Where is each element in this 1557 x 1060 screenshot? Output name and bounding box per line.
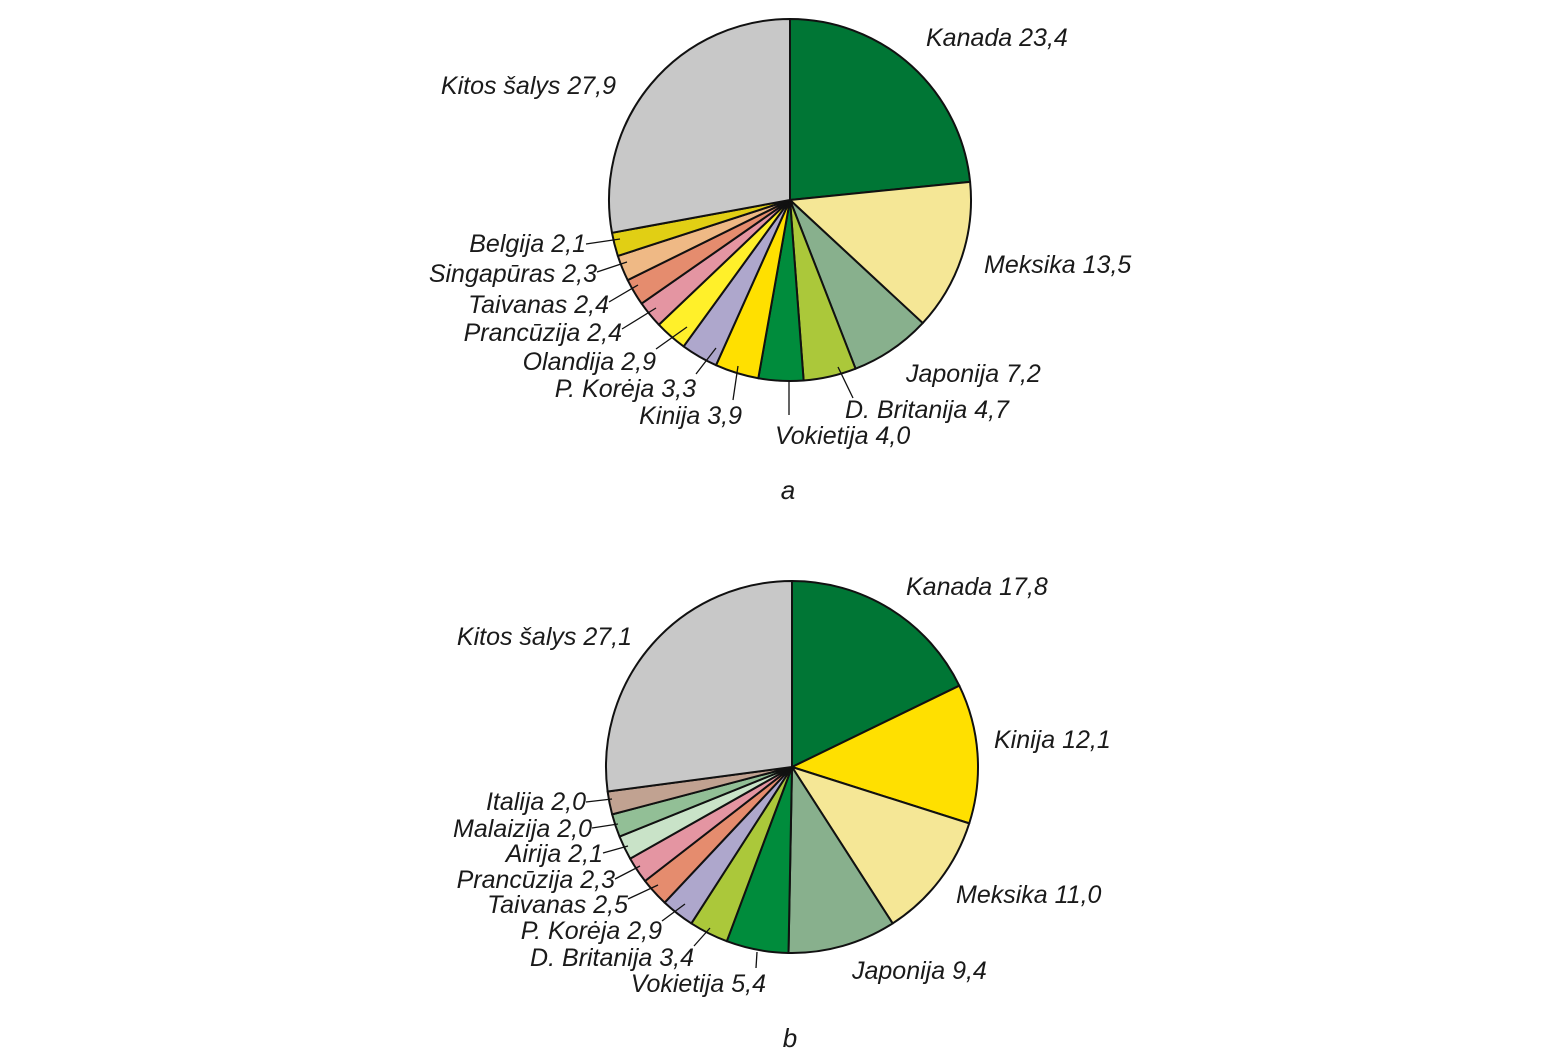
pie-a-label-kitos-salys: Kitos šalys 27,9 bbox=[441, 72, 616, 100]
pie-b-leader-prancuzija bbox=[614, 865, 641, 880]
pie-b-slice-kanada bbox=[791, 580, 961, 768]
pie-a-label-kanada: Kanada 23,4 bbox=[926, 24, 1068, 52]
pie-a-leader-olandija bbox=[655, 326, 688, 350]
pie-b-label-taivanas: Taivanas 2,5 bbox=[487, 891, 628, 919]
pie-b-label-airija: Airija 2,1 bbox=[504, 840, 603, 868]
pie-a-labels: Kanada 23,4 Meksika 13,5 Japonija 7,2 D. Br… bbox=[429, 24, 1132, 450]
pie-b-label-kitos-salys: Kitos šalys 27,1 bbox=[457, 623, 632, 651]
pie-a-leader-prancuzija bbox=[621, 307, 657, 330]
pie-b-slice-japonija bbox=[787, 766, 894, 954]
pie-a-slices bbox=[608, 18, 972, 382]
pie-a-leader-p-koreja bbox=[695, 347, 717, 375]
pie-b-slices bbox=[605, 580, 979, 954]
pie-b-labels: Kanada 17,8 Kinija 12,1 Meksika 11,0 Japoni… bbox=[453, 573, 1111, 998]
pie-b-label-meksika: Meksika 11,0 bbox=[956, 881, 1102, 909]
pie-b-label-kanada: Kanada 17,8 bbox=[906, 573, 1048, 601]
pie-a-label-meksika: Meksika 13,5 bbox=[984, 251, 1131, 279]
caption-b: b bbox=[783, 1023, 797, 1053]
pie-b-label-italija: Italija 2,0 bbox=[486, 788, 586, 816]
caption-a: a bbox=[781, 475, 795, 505]
pie-b-leader-italija bbox=[585, 798, 613, 803]
pie-a-label-belgija: Belgija 2,1 bbox=[469, 230, 586, 258]
pie-b-leader-malaizija bbox=[591, 823, 619, 829]
pie-a-leader-kinija bbox=[732, 365, 739, 401]
pie-chart-b: Kanada 17,8 Kinija 12,1 Meksika 11,0 Japoni… bbox=[453, 573, 1111, 998]
pie-a-slice-kitos-salys bbox=[608, 18, 791, 234]
pie-a-label-kinija: Kinija 3,9 bbox=[639, 402, 742, 430]
pie-chart-a: Kanada 23,4 Meksika 13,5 Japonija 7,2 D. Br… bbox=[429, 18, 1132, 450]
pie-b-leader-taivanas bbox=[627, 884, 659, 900]
pie-b-leader-airija bbox=[602, 845, 629, 854]
pie-a-leader-taivanas bbox=[608, 284, 639, 303]
pie-b-slice-kitos-salys bbox=[605, 580, 793, 793]
pie-a-slice-meksika bbox=[789, 180, 972, 325]
pie-a-leader-d-britanija bbox=[837, 366, 854, 399]
pie-b-label-p-koreja: P. Korėja 2,9 bbox=[521, 917, 662, 945]
pie-b-label-d-britanija: D. Britanija 3,4 bbox=[530, 944, 694, 972]
pie-b-leader-p-koreja bbox=[661, 903, 686, 922]
pie-b-slice-kinija bbox=[791, 684, 979, 825]
pie-a-label-prancuzija: Prancūzija 2,4 bbox=[464, 319, 622, 347]
pie-b-leader-vokietija bbox=[755, 951, 758, 969]
pie-a-label-vokietija: Vokietija 4,0 bbox=[775, 422, 910, 450]
pie-a-label-japonija: Japonija 7,2 bbox=[905, 360, 1041, 388]
pie-a-leader-belgija bbox=[585, 238, 621, 245]
pie-a-label-p-koreja: P. Korėja 3,3 bbox=[555, 375, 696, 403]
pie-b-label-malaizija: Malaizija 2,0 bbox=[453, 815, 592, 843]
pie-a-label-d-britanija: D. Britanija 4,7 bbox=[845, 396, 1010, 424]
pie-a-leader-singapuras bbox=[596, 261, 628, 273]
pie-b-slice-meksika bbox=[791, 766, 971, 925]
pie-b-label-japonija: Japonija 9,4 bbox=[851, 957, 987, 985]
pie-a-label-singapuras: Singapūras 2,3 bbox=[429, 260, 597, 288]
pie-a-label-olandija: Olandija 2,9 bbox=[523, 348, 657, 376]
pie-b-label-kinija: Kinija 12,1 bbox=[994, 726, 1111, 754]
pie-a-slice-kanada bbox=[789, 18, 972, 201]
pie-a-label-taivanas: Taivanas 2,4 bbox=[468, 291, 609, 319]
pie-b-label-prancuzija: Prancūzija 2,3 bbox=[457, 866, 616, 894]
pie-b-leader-d-britanija bbox=[693, 927, 711, 947]
pie-b-label-vokietija: Vokietija 5,4 bbox=[631, 970, 766, 998]
